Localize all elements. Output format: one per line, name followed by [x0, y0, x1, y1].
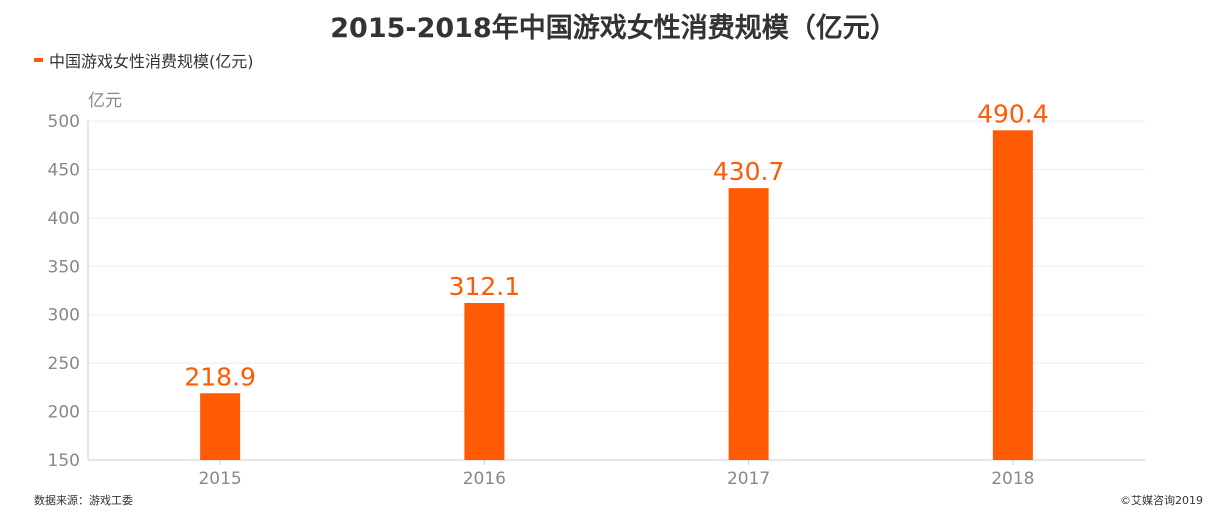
y-axis-title: 亿元: [88, 91, 122, 111]
x-tick-label: 2018: [991, 469, 1034, 489]
y-tick-label: 350: [48, 257, 80, 277]
y-tick-label: 200: [48, 403, 80, 423]
y-tick-label: 150: [48, 451, 80, 471]
y-tick-label: 300: [48, 306, 80, 326]
y-tick-label: 400: [48, 209, 80, 229]
legend-label: 中国游戏女性消费规模(亿元): [49, 52, 254, 71]
data-label: 490.4: [977, 99, 1049, 128]
bar: [728, 188, 769, 460]
data-labels: 218.9 312.1 430.7 490.4: [184, 99, 1048, 391]
x-tick-label: 2016: [463, 469, 506, 489]
axes: 150 200 250 300 350 400 450 500 亿元 2015 2016 2017 20…: [48, 91, 1145, 489]
y-tick-label: 500: [48, 112, 80, 132]
x-tick-label: 2017: [727, 469, 770, 489]
chart-title: 2015-2018年中国游戏女性消费规模（亿元）: [330, 13, 897, 44]
data-label: 218.9: [184, 362, 256, 391]
bar: [992, 130, 1033, 460]
data-label: 312.1: [449, 272, 521, 301]
legend: 中国游戏女性消费规模(亿元): [34, 48, 254, 72]
y-tick-label: 450: [48, 160, 80, 180]
copyright-note: ©艾媒咨询2019: [1120, 494, 1203, 507]
x-tick-label: 2015: [198, 469, 241, 489]
y-tick-label: 250: [48, 354, 80, 374]
grid-lines: [88, 120, 1145, 413]
bars: [200, 130, 1033, 460]
source-note: 数据来源：游戏工委: [34, 494, 133, 507]
bar: [200, 393, 241, 460]
data-label: 430.7: [713, 157, 785, 186]
bar: [464, 302, 505, 460]
legend-swatch: [34, 58, 43, 62]
